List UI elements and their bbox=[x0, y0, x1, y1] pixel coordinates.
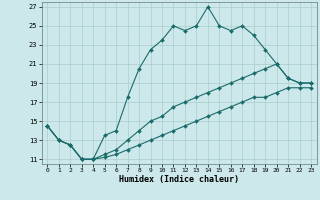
X-axis label: Humidex (Indice chaleur): Humidex (Indice chaleur) bbox=[119, 175, 239, 184]
